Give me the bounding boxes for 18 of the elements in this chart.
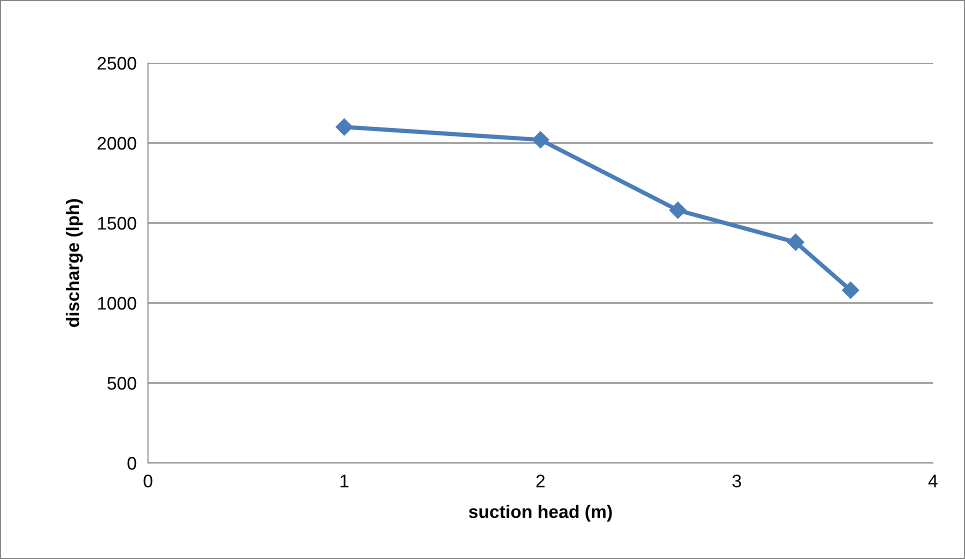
x-tick-label: 0: [144, 474, 152, 488]
y-tick-label: 0: [128, 456, 136, 470]
y-tick-label: 1500: [98, 216, 136, 230]
y-tick-label: 500: [107, 376, 136, 390]
y-axis-title: discharge (lph): [66, 199, 83, 327]
x-tick-label: 4: [928, 474, 938, 488]
x-tick-label: 1: [340, 474, 348, 488]
y-tick-label: 1000: [98, 296, 136, 310]
point: [787, 234, 804, 251]
point: [669, 202, 686, 219]
x-tick-label: 2: [536, 474, 545, 488]
point: [532, 131, 550, 148]
x-tick-label: 3: [732, 474, 741, 488]
y-tick-label: 2000: [98, 136, 136, 150]
y-tick-label: 2500: [98, 56, 136, 70]
point: [842, 282, 860, 299]
x-axis-title: suction head (m): [468, 504, 612, 522]
point: [336, 118, 353, 136]
